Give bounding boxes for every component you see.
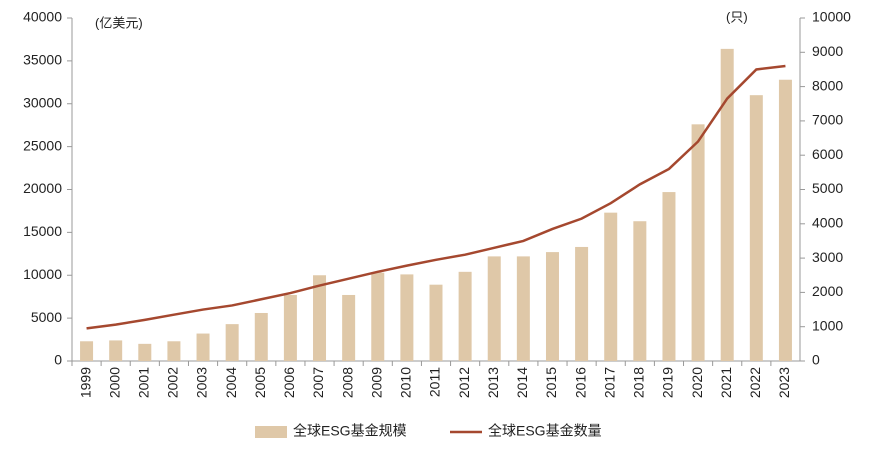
bar [778, 79, 792, 362]
x-tick-label: 2012 [456, 367, 472, 398]
x-tick-label: 2006 [281, 367, 297, 398]
bar [225, 324, 239, 361]
x-tick-label: 2020 [689, 367, 705, 398]
legend-label: 全球ESG基金规模 [293, 423, 407, 439]
x-tick-label: 2014 [514, 367, 530, 398]
bar [458, 271, 472, 361]
y2-tick-label: 5000 [812, 180, 843, 196]
y2-tick-label: 4000 [812, 215, 843, 231]
bar [720, 48, 734, 362]
y-tick-label: 0 [54, 352, 62, 368]
bar [167, 341, 181, 361]
y-tick-label: 25000 [23, 137, 62, 153]
y-tick-label: 20000 [23, 180, 62, 196]
x-tick-label: 2007 [310, 367, 326, 398]
x-tick-label: 2017 [601, 367, 617, 398]
legend-swatch [255, 426, 287, 438]
x-tick-label: 2000 [106, 367, 122, 398]
bar [691, 124, 705, 361]
bar [109, 340, 123, 361]
x-tick-label: 2015 [543, 367, 559, 398]
x-tick-label: 2004 [223, 367, 239, 398]
y2-tick-label: 1000 [812, 317, 843, 333]
y-tick-label: 40000 [23, 9, 62, 25]
y2-tick-label: 0 [812, 352, 820, 368]
bar [487, 256, 501, 361]
y2-tick-label: 6000 [812, 146, 843, 162]
y2-tick-label: 8000 [812, 77, 843, 93]
bar [283, 294, 297, 361]
y-tick-label: 30000 [23, 94, 62, 110]
line [86, 64, 786, 330]
y-tick-label: 5000 [31, 309, 62, 325]
bar [313, 275, 327, 361]
y2-tick-label: 7000 [812, 112, 843, 128]
bar [516, 256, 530, 361]
bar [138, 343, 152, 361]
x-tick-label: 2021 [718, 367, 734, 398]
x-tick-label: 2023 [776, 367, 792, 398]
y-tick-label: 35000 [23, 52, 62, 68]
bar [371, 272, 385, 361]
y-tick-label: 10000 [23, 266, 62, 282]
bar [662, 192, 676, 361]
x-tick-label: 2022 [747, 367, 763, 398]
bar [342, 294, 356, 361]
right-unit: (只) [726, 9, 748, 24]
y-tick-label: 15000 [23, 223, 62, 239]
x-tick-label: 2010 [398, 367, 414, 398]
bar [633, 221, 647, 361]
x-tick-label: 2009 [368, 367, 384, 398]
bar [575, 246, 589, 361]
y2-tick-label: 3000 [812, 249, 843, 265]
y2-tick-label: 2000 [812, 283, 843, 299]
x-tick-label: 2005 [252, 367, 268, 398]
y2-tick-label: 10000 [812, 9, 851, 25]
x-tick-label: 2002 [165, 367, 181, 398]
bar [196, 333, 210, 361]
x-tick-label: 2011 [427, 367, 443, 397]
x-tick-label: 2019 [660, 367, 676, 398]
x-tick-label: 1999 [77, 367, 93, 398]
x-tick-label: 2003 [194, 367, 210, 398]
bar [604, 212, 618, 361]
bar [80, 341, 94, 361]
x-tick-label: 2008 [339, 367, 355, 398]
x-tick-label: 2016 [572, 367, 588, 398]
bar [254, 312, 268, 361]
bar [429, 284, 443, 361]
x-tick-label: 2001 [136, 367, 152, 398]
y2-tick-label: 9000 [812, 43, 843, 59]
bar [400, 274, 414, 361]
legend-label: 全球ESG基金数量 [488, 423, 602, 439]
bar [749, 95, 763, 362]
x-tick-label: 2018 [631, 367, 647, 398]
bar [545, 252, 559, 361]
x-tick-label: 2013 [485, 367, 501, 398]
left-unit: (亿美元) [95, 15, 143, 30]
